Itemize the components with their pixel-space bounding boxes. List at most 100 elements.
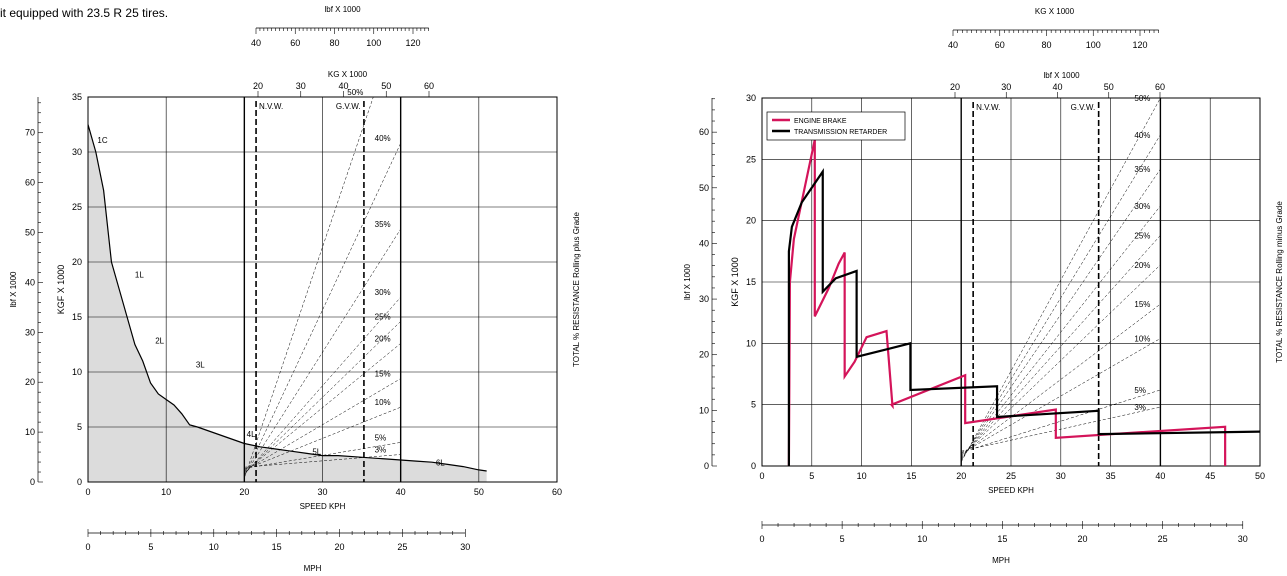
mph-tick-label: 0 [759,534,764,544]
rimpull-curve [87,124,487,472]
x-tick-label: 20 [956,471,966,481]
lbf-tick-label: 60 [25,178,35,188]
grade-line [961,406,1161,452]
transmission-retarder-line [787,168,1261,466]
mph-tick-label: 30 [1238,534,1248,544]
y-tick-label: 30 [72,147,82,157]
grade-line [244,378,401,472]
top-scale-2-label: 20 [950,82,960,92]
x-tick-label: 45 [1205,471,1215,481]
top-scale-2-label: 60 [424,81,434,91]
grade-label: 3% [1134,403,1146,412]
mph-tick-label: 10 [209,542,219,552]
y-tick-label: 25 [746,154,756,164]
lbf-tick-label: 30 [699,294,709,304]
grade-label: 15% [375,370,391,379]
top-scale-1-label: 120 [1132,40,1147,50]
mph-tick-label: 25 [1158,534,1168,544]
x-axis-title: SPEED KPH [300,502,346,511]
top-scale-2-label: 50 [1104,82,1114,92]
y-tick-label: 20 [746,216,756,226]
grade-line [244,442,401,469]
caption-text: it equipped with 23.5 R 25 tires. [0,6,168,20]
top-scale-1-label: 120 [405,38,420,48]
y-tick-label: 0 [751,461,756,471]
y-axis-title-kgf: KGF X 1000 [56,265,66,315]
y-tick-label: 25 [72,202,82,212]
grade-line [244,96,374,479]
lbf-tick-label: 50 [699,183,709,193]
nvw-label: N.V.W. [259,102,283,111]
top-scale-1-label: 40 [948,40,958,50]
y-tick-label: 30 [746,93,756,103]
x-tick-label: 30 [317,487,327,497]
top-scale-1-title: lbf X 1000 [324,5,361,14]
legend-label: ENGINE BRAKE [794,118,847,125]
top-scale-2-label: 60 [1155,82,1165,92]
x-tick-label: 50 [1255,471,1265,481]
lbf-tick-label: 30 [25,327,35,337]
lbf-tick-label: 70 [25,128,35,138]
grade-label: 40% [1134,131,1150,140]
y-axis-title-kgf: KGF X 1000 [730,257,740,307]
grade-label: 35% [1134,165,1150,174]
lbf-tick-label: 0 [30,477,35,487]
gear-label: 6L [436,459,445,468]
y-tick-label: 5 [751,400,756,410]
lbf-tick-label: 40 [25,277,35,287]
top-scale-2-label: 40 [338,81,348,91]
mph-axis-title: MPH [304,564,322,573]
engine-brake-line [787,139,1227,467]
mph-tick-label: 30 [460,542,470,552]
mph-tick-label: 15 [272,542,282,552]
grade-line [961,338,1161,454]
mph-tick-label: 5 [840,534,845,544]
grade-label: 15% [1134,300,1150,309]
y-tick-label: 10 [72,367,82,377]
grade-label: 35% [375,220,391,229]
x-tick-label: 10 [857,471,867,481]
gvw-label: G.V.W. [336,102,361,111]
top-scale-2-label: 50 [381,81,391,91]
nvw-label: N.V.W. [976,103,1000,112]
grade-line [961,205,1161,459]
rimpull-area [88,124,487,482]
y-axis-title-right: TOTAL % RESISTANCE Rolling plus Grade [572,212,581,367]
top-scale-1-label: 40 [251,38,261,48]
grade-label: 10% [1134,334,1150,343]
legend-box [766,111,906,141]
lbf-tick-label: 20 [699,350,709,360]
x-tick-label: 35 [1106,471,1116,481]
lbf-tick-label: 0 [704,461,709,471]
gear-label: 5L [312,448,321,457]
top-scale-2-label: 20 [253,81,263,91]
grade-line [961,303,1161,455]
top-scale-2-label: 30 [296,81,306,91]
x-tick-label: 50 [474,487,484,497]
grade-label: 25% [1134,231,1150,240]
x-tick-label: 30 [1056,471,1066,481]
x-tick-label: 0 [759,471,764,481]
top-scale-1-label: 80 [329,38,339,48]
mph-tick-label: 0 [85,542,90,552]
legend-label: TRANSMISSION RETARDER [794,129,887,136]
grade-line [244,228,401,476]
grade-label: 25% [375,312,391,321]
grade-label: 30% [375,288,391,297]
lbf-tick-label: 20 [25,377,35,387]
mph-tick-label: 15 [997,534,1007,544]
top-scale-1-label: 100 [366,38,381,48]
plot-frame [87,96,558,483]
mph-tick-label: 5 [148,542,153,552]
top-scale-2-label: 40 [1052,82,1062,92]
y-axis-title-lbf: lbf X 1000 [683,263,692,300]
grade-line [244,406,401,470]
top-scale-1-label: 80 [1041,40,1051,50]
top-scale-1-label: 100 [1086,40,1101,50]
grade-label: 5% [1134,386,1146,395]
gear-label: 1L [135,270,144,279]
mph-tick-label: 20 [1078,534,1088,544]
x-tick-label: 60 [552,487,562,497]
